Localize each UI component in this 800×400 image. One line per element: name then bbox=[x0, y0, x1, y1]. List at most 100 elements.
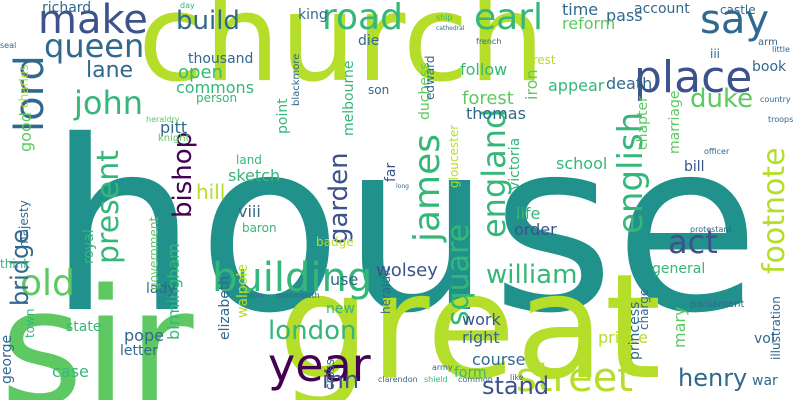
word-george: george bbox=[0, 334, 15, 384]
word-earl: earl bbox=[474, 0, 544, 38]
word-far: far bbox=[383, 162, 399, 182]
word-seal: seal bbox=[0, 41, 17, 50]
word-build: build bbox=[176, 6, 240, 36]
word-england: england bbox=[475, 108, 513, 238]
word-street: street bbox=[516, 355, 633, 400]
word-footnote: footnote bbox=[757, 147, 792, 274]
word-great: great bbox=[278, 243, 662, 400]
word-general: general bbox=[652, 261, 706, 277]
word-officer: officer bbox=[704, 147, 730, 156]
word-use: use bbox=[330, 270, 359, 289]
word-say: say bbox=[700, 0, 770, 43]
word-letter: letter bbox=[120, 343, 158, 359]
word-land: land bbox=[236, 153, 262, 167]
word-inn: inn bbox=[322, 366, 360, 394]
word-stand: stand bbox=[482, 372, 550, 400]
word-hill: hill bbox=[196, 180, 226, 204]
word-book: book bbox=[752, 59, 787, 75]
word-commons: commons bbox=[176, 78, 255, 97]
word-like: like bbox=[510, 373, 524, 382]
word-wolsey: wolsey bbox=[376, 260, 438, 281]
word-account: account bbox=[634, 1, 690, 17]
word-queen: queen bbox=[44, 27, 145, 65]
word-edward: edward bbox=[423, 55, 437, 100]
word-heraldry: heraldry bbox=[146, 115, 180, 124]
word-richard: richard bbox=[42, 0, 92, 16]
word-die: die bbox=[358, 33, 380, 49]
word-place: place bbox=[634, 52, 753, 103]
word-time: time bbox=[562, 0, 599, 19]
word-king: king bbox=[298, 7, 328, 23]
word-monmouth: monmouth bbox=[276, 291, 320, 300]
word-french: french bbox=[476, 37, 502, 46]
word-road: road bbox=[322, 0, 403, 38]
word-lion: lion bbox=[248, 291, 263, 300]
word-town: town bbox=[23, 308, 37, 338]
word-illustration: illustration bbox=[769, 296, 783, 360]
word-forest: forest bbox=[462, 88, 514, 109]
word-follow: follow bbox=[460, 60, 508, 79]
word-royal: royal bbox=[81, 229, 97, 264]
word-bill: bill bbox=[684, 159, 705, 175]
word-good: good bbox=[16, 112, 35, 152]
word-viii: viii bbox=[238, 202, 261, 221]
word-reform: reform bbox=[562, 14, 616, 33]
word-year: year bbox=[268, 338, 371, 392]
word-present: present bbox=[91, 149, 126, 264]
word-bishop: bishop bbox=[168, 131, 198, 218]
word-william: william bbox=[486, 260, 578, 290]
word-house: house bbox=[48, 90, 760, 365]
word-knight: knight bbox=[158, 133, 190, 144]
word-iii: iii bbox=[710, 47, 721, 61]
word-army: army bbox=[432, 363, 453, 372]
word-lane: lane bbox=[86, 58, 134, 83]
word-long: long bbox=[396, 183, 409, 190]
word-prince: prince bbox=[598, 328, 648, 347]
word-garden: garden bbox=[324, 152, 354, 244]
word-troops: troops bbox=[768, 115, 794, 124]
word-little: little bbox=[772, 45, 790, 54]
word-point: point bbox=[275, 98, 291, 134]
word-arm: arm bbox=[758, 37, 778, 48]
word-thousand: thousand bbox=[188, 51, 254, 67]
word-open: open bbox=[178, 62, 223, 83]
word-course: course bbox=[472, 350, 526, 369]
word-right: right bbox=[462, 328, 500, 347]
word-government: government bbox=[147, 216, 161, 290]
word-vol: vol bbox=[754, 331, 775, 347]
word-old: old bbox=[20, 263, 75, 304]
word-sketch: sketch bbox=[228, 166, 281, 185]
word-heraldic: heraldic bbox=[379, 265, 393, 314]
word-chapter: chapter bbox=[635, 96, 651, 150]
word-pope: pope bbox=[124, 326, 164, 345]
word-majesty: majesty bbox=[17, 200, 31, 248]
word-cathedral: cathedral bbox=[436, 25, 465, 32]
word-new: new bbox=[326, 301, 355, 317]
word-duke: duke bbox=[690, 84, 754, 114]
word-appear: appear bbox=[548, 76, 605, 95]
word-day: day bbox=[180, 1, 195, 10]
word-act: act bbox=[668, 223, 718, 261]
word-marriage: marriage bbox=[667, 90, 683, 154]
word-parliament: parliament bbox=[690, 299, 745, 310]
word-shield: shield bbox=[424, 375, 448, 384]
word-elizabeth: elizabeth bbox=[217, 275, 233, 340]
word-make: make bbox=[38, 0, 148, 43]
word-victoria: victoria bbox=[507, 137, 523, 190]
word-john: john bbox=[74, 84, 144, 122]
word-country: country bbox=[760, 95, 791, 104]
word-melbourne: melbourne bbox=[341, 60, 357, 136]
word-thomas: thomas bbox=[466, 104, 526, 123]
word-charge: charge bbox=[637, 288, 651, 330]
word-life: life bbox=[516, 204, 541, 223]
word-charles: charles bbox=[17, 64, 31, 108]
word-blackmore: blackmore bbox=[291, 53, 302, 106]
word-war: war bbox=[752, 373, 778, 389]
word-iron: iron bbox=[522, 69, 541, 100]
word-son: son bbox=[368, 83, 390, 97]
word-common: common bbox=[458, 375, 493, 384]
word-protestant: protestant bbox=[690, 225, 732, 234]
word-pitt: pitt bbox=[160, 118, 188, 137]
word-london: london bbox=[268, 316, 357, 346]
